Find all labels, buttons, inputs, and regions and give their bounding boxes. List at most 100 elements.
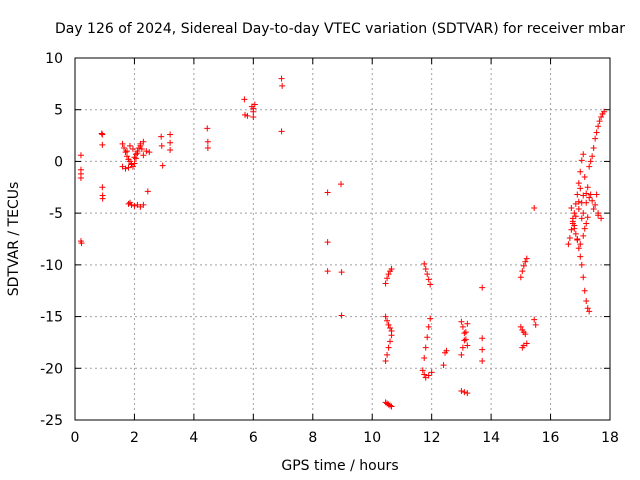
data-point xyxy=(464,390,471,397)
y-tick-label: -5 xyxy=(49,206,63,222)
x-tick-label: 18 xyxy=(601,430,619,446)
data-point xyxy=(384,275,391,282)
data-point xyxy=(587,158,594,165)
data-point xyxy=(126,199,133,206)
data-point xyxy=(144,188,151,195)
data-point xyxy=(565,241,572,248)
data-point xyxy=(531,204,538,211)
data-point xyxy=(522,331,529,338)
data-point xyxy=(382,358,389,365)
data-point xyxy=(131,154,138,161)
data-point xyxy=(419,367,426,374)
data-point xyxy=(574,236,581,242)
data-point xyxy=(580,210,587,217)
data-point xyxy=(584,184,591,191)
data-point xyxy=(578,157,585,164)
data-point xyxy=(583,298,590,305)
data-point xyxy=(324,268,331,275)
data-point xyxy=(167,147,174,154)
x-tick-label: 16 xyxy=(542,430,560,446)
data-point xyxy=(601,108,608,115)
data-point xyxy=(580,232,587,239)
chart-title: Day 126 of 2024, Sidereal Day-to-day VTE… xyxy=(55,21,625,37)
data-point xyxy=(479,346,486,353)
data-point xyxy=(572,230,579,237)
data-point xyxy=(589,197,596,204)
data-point xyxy=(99,141,106,148)
data-point xyxy=(583,220,590,227)
data-point xyxy=(464,320,471,327)
data-point xyxy=(129,146,136,153)
data-point xyxy=(577,168,584,175)
data-point xyxy=(99,131,106,138)
data-point xyxy=(125,164,132,171)
data-point xyxy=(421,354,428,361)
data-point xyxy=(523,340,530,347)
data-point xyxy=(461,389,468,396)
data-point xyxy=(385,271,392,278)
data-point xyxy=(522,258,529,265)
x-axis-label: GPS time / hours xyxy=(281,458,398,474)
data-point xyxy=(575,206,582,213)
data-point xyxy=(126,142,133,149)
tick-layer xyxy=(74,57,611,421)
data-point xyxy=(581,173,588,180)
x-tick-label: 4 xyxy=(189,430,198,446)
data-point xyxy=(425,276,432,283)
data-point xyxy=(592,201,599,208)
data-point xyxy=(131,202,138,209)
data-point xyxy=(589,153,596,160)
data-point xyxy=(204,138,211,145)
data-point xyxy=(99,184,106,191)
data-point xyxy=(592,135,599,142)
grid-layer xyxy=(75,58,610,420)
data-point xyxy=(134,148,141,155)
data-point xyxy=(458,388,465,395)
data-point xyxy=(593,129,600,136)
data-point xyxy=(598,113,605,120)
data-point xyxy=(324,189,331,196)
x-tick-label: 14 xyxy=(482,430,500,446)
data-point xyxy=(590,206,597,213)
data-point xyxy=(575,180,582,187)
data-point xyxy=(421,260,428,267)
y-tick-label: -25 xyxy=(40,413,63,429)
data-point xyxy=(578,215,585,222)
data-point xyxy=(583,199,590,206)
data-point xyxy=(382,280,389,287)
data-point xyxy=(204,125,211,132)
data-point xyxy=(424,334,431,341)
data-point xyxy=(586,163,593,170)
data-point xyxy=(462,329,469,336)
data-point xyxy=(577,241,584,248)
data-point xyxy=(158,142,165,149)
data-point xyxy=(387,338,394,345)
data-point xyxy=(461,337,468,344)
data-point xyxy=(241,96,248,103)
data-point xyxy=(566,234,573,241)
x-tick-label: 0 xyxy=(71,430,80,446)
data-point xyxy=(132,151,139,158)
data-point xyxy=(569,220,576,227)
data-point xyxy=(479,335,486,342)
data-point xyxy=(595,212,602,219)
y-tick-label: -15 xyxy=(40,310,63,326)
data-point xyxy=(78,240,85,247)
data-point xyxy=(581,287,588,294)
data-point xyxy=(278,128,285,135)
data-point xyxy=(587,191,594,198)
data-point xyxy=(338,269,345,276)
data-point xyxy=(462,336,469,343)
data-point xyxy=(324,239,331,246)
data-point xyxy=(479,284,486,291)
y-tick-label: 5 xyxy=(54,103,63,119)
data-point-layer xyxy=(77,75,608,410)
data-point xyxy=(99,195,106,202)
data-point xyxy=(517,274,524,281)
data-point xyxy=(338,312,345,319)
y-axis-label: SDTVAR / TECUs xyxy=(6,182,22,297)
data-point xyxy=(590,144,597,151)
y-tick-label: -20 xyxy=(40,361,63,377)
data-point xyxy=(584,214,591,221)
data-point xyxy=(459,344,466,351)
